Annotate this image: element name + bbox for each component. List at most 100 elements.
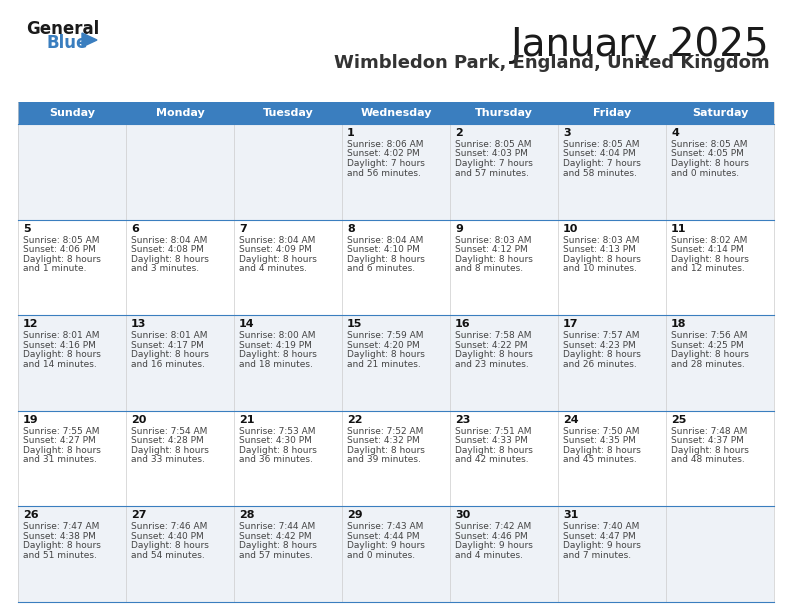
Text: Sunset: 4:33 PM: Sunset: 4:33 PM [455, 436, 528, 446]
Text: Sunset: 4:03 PM: Sunset: 4:03 PM [455, 149, 528, 159]
Text: Sunset: 4:32 PM: Sunset: 4:32 PM [347, 436, 420, 446]
Text: Sunrise: 7:55 AM: Sunrise: 7:55 AM [23, 427, 100, 436]
Text: 25: 25 [671, 415, 687, 425]
Text: and 16 minutes.: and 16 minutes. [131, 360, 205, 368]
Text: 6: 6 [131, 223, 139, 234]
Text: Daylight: 8 hours: Daylight: 8 hours [131, 446, 209, 455]
Text: Sunrise: 7:46 AM: Sunrise: 7:46 AM [131, 523, 208, 531]
Text: Blue: Blue [46, 34, 87, 52]
Text: Daylight: 8 hours: Daylight: 8 hours [23, 446, 101, 455]
Text: Daylight: 8 hours: Daylight: 8 hours [347, 350, 425, 359]
Text: and 10 minutes.: and 10 minutes. [563, 264, 637, 273]
Text: Sunday: Sunday [49, 108, 95, 118]
Text: and 18 minutes.: and 18 minutes. [239, 360, 313, 368]
Text: and 56 minutes.: and 56 minutes. [347, 168, 421, 177]
Text: 20: 20 [131, 415, 147, 425]
Text: and 57 minutes.: and 57 minutes. [455, 168, 529, 177]
Bar [18, 506, 774, 602]
Text: Sunset: 4:28 PM: Sunset: 4:28 PM [131, 436, 204, 446]
Text: 24: 24 [563, 415, 579, 425]
Text: Daylight: 7 hours: Daylight: 7 hours [563, 159, 641, 168]
Text: and 4 minutes.: and 4 minutes. [239, 264, 307, 273]
Text: January 2025: January 2025 [512, 26, 770, 64]
Text: Daylight: 8 hours: Daylight: 8 hours [23, 255, 101, 264]
Text: 26: 26 [23, 510, 39, 520]
Text: Sunset: 4:25 PM: Sunset: 4:25 PM [671, 341, 744, 349]
Text: Sunset: 4:23 PM: Sunset: 4:23 PM [563, 341, 636, 349]
Text: Sunrise: 8:01 AM: Sunrise: 8:01 AM [23, 331, 100, 340]
Text: and 26 minutes.: and 26 minutes. [563, 360, 637, 368]
Text: 15: 15 [347, 319, 363, 329]
Text: Sunrise: 7:52 AM: Sunrise: 7:52 AM [347, 427, 424, 436]
Text: 27: 27 [131, 510, 147, 520]
Text: Sunrise: 8:06 AM: Sunrise: 8:06 AM [347, 140, 424, 149]
Text: Sunset: 4:16 PM: Sunset: 4:16 PM [23, 341, 96, 349]
Polygon shape [82, 33, 97, 47]
Text: Sunset: 4:46 PM: Sunset: 4:46 PM [455, 532, 527, 541]
Text: Sunset: 4:10 PM: Sunset: 4:10 PM [347, 245, 420, 254]
Text: Sunset: 4:22 PM: Sunset: 4:22 PM [455, 341, 527, 349]
Text: and 21 minutes.: and 21 minutes. [347, 360, 421, 368]
Bar [18, 102, 774, 124]
Text: Sunrise: 7:58 AM: Sunrise: 7:58 AM [455, 331, 531, 340]
Text: and 0 minutes.: and 0 minutes. [671, 168, 739, 177]
Text: Sunrise: 7:47 AM: Sunrise: 7:47 AM [23, 523, 99, 531]
Text: Daylight: 8 hours: Daylight: 8 hours [239, 350, 317, 359]
Text: Daylight: 8 hours: Daylight: 8 hours [131, 255, 209, 264]
Text: Sunset: 4:04 PM: Sunset: 4:04 PM [563, 149, 636, 159]
Text: Sunset: 4:38 PM: Sunset: 4:38 PM [23, 532, 96, 541]
Text: 21: 21 [239, 415, 254, 425]
Text: Daylight: 8 hours: Daylight: 8 hours [239, 542, 317, 550]
Text: Sunset: 4:09 PM: Sunset: 4:09 PM [239, 245, 312, 254]
Text: and 6 minutes.: and 6 minutes. [347, 264, 415, 273]
Text: Sunrise: 8:03 AM: Sunrise: 8:03 AM [455, 236, 531, 245]
Text: Daylight: 8 hours: Daylight: 8 hours [239, 446, 317, 455]
Text: and 39 minutes.: and 39 minutes. [347, 455, 421, 465]
Text: and 23 minutes.: and 23 minutes. [455, 360, 529, 368]
Bar [18, 315, 774, 411]
Bar [18, 411, 774, 506]
Text: Sunset: 4:12 PM: Sunset: 4:12 PM [455, 245, 527, 254]
Text: Daylight: 8 hours: Daylight: 8 hours [23, 542, 101, 550]
Text: Sunset: 4:19 PM: Sunset: 4:19 PM [239, 341, 312, 349]
Text: and 12 minutes.: and 12 minutes. [671, 264, 744, 273]
Bar [18, 124, 774, 220]
Text: and 58 minutes.: and 58 minutes. [563, 168, 637, 177]
Text: Sunset: 4:37 PM: Sunset: 4:37 PM [671, 436, 744, 446]
Bar [18, 220, 774, 315]
Text: Sunset: 4:47 PM: Sunset: 4:47 PM [563, 532, 636, 541]
Text: Daylight: 8 hours: Daylight: 8 hours [131, 350, 209, 359]
Text: Sunset: 4:08 PM: Sunset: 4:08 PM [131, 245, 204, 254]
Text: Sunrise: 7:59 AM: Sunrise: 7:59 AM [347, 331, 424, 340]
Text: Daylight: 9 hours: Daylight: 9 hours [563, 542, 641, 550]
Text: Sunset: 4:27 PM: Sunset: 4:27 PM [23, 436, 96, 446]
Text: 12: 12 [23, 319, 39, 329]
Text: 8: 8 [347, 223, 355, 234]
Text: Sunrise: 8:05 AM: Sunrise: 8:05 AM [671, 140, 748, 149]
Text: Friday: Friday [593, 108, 631, 118]
Text: and 7 minutes.: and 7 minutes. [563, 551, 631, 560]
Text: Sunset: 4:05 PM: Sunset: 4:05 PM [671, 149, 744, 159]
Text: 2: 2 [455, 128, 463, 138]
Text: and 54 minutes.: and 54 minutes. [131, 551, 205, 560]
Text: Sunrise: 8:02 AM: Sunrise: 8:02 AM [671, 236, 748, 245]
Text: 7: 7 [239, 223, 247, 234]
Text: Sunrise: 7:57 AM: Sunrise: 7:57 AM [563, 331, 639, 340]
Text: Wimbledon Park, England, United Kingdom: Wimbledon Park, England, United Kingdom [334, 54, 770, 72]
Text: and 45 minutes.: and 45 minutes. [563, 455, 637, 465]
Text: 28: 28 [239, 510, 254, 520]
Text: 22: 22 [347, 415, 363, 425]
Text: 11: 11 [671, 223, 687, 234]
Text: Daylight: 8 hours: Daylight: 8 hours [131, 542, 209, 550]
Text: 13: 13 [131, 319, 147, 329]
Text: Daylight: 8 hours: Daylight: 8 hours [455, 350, 533, 359]
Text: Sunrise: 7:43 AM: Sunrise: 7:43 AM [347, 523, 424, 531]
Text: 5: 5 [23, 223, 31, 234]
Text: Sunrise: 8:04 AM: Sunrise: 8:04 AM [239, 236, 315, 245]
Text: Sunset: 4:42 PM: Sunset: 4:42 PM [239, 532, 311, 541]
Text: 29: 29 [347, 510, 363, 520]
Text: and 0 minutes.: and 0 minutes. [347, 551, 415, 560]
Text: Daylight: 8 hours: Daylight: 8 hours [671, 255, 749, 264]
Text: 17: 17 [563, 319, 578, 329]
Text: 31: 31 [563, 510, 578, 520]
